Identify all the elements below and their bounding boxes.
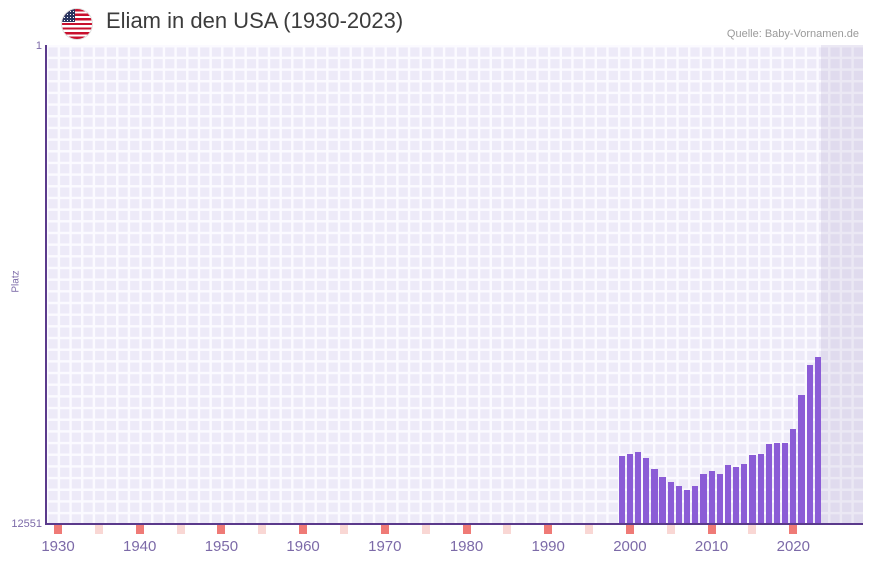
flag-canton — [62, 9, 75, 22]
x-tick-1930: 1930 — [41, 538, 75, 555]
bar-2017[interactable] — [765, 444, 772, 524]
x-tick-1990: 1990 — [531, 538, 565, 555]
bar-2000[interactable] — [626, 454, 634, 524]
y-tick-top: 1 — [35, 40, 42, 52]
x-tick-1970: 1970 — [368, 538, 402, 555]
axis-marker-1995 — [585, 525, 594, 534]
axis-marker-1965 — [339, 525, 348, 534]
axis-marker-1975 — [421, 525, 430, 534]
axis-marker-2010 — [707, 525, 716, 534]
bar-2019[interactable] — [782, 443, 789, 524]
x-tick-1950: 1950 — [204, 538, 239, 555]
axis-marker-1950 — [217, 525, 226, 534]
bar-2010[interactable] — [708, 471, 715, 524]
axis-marker-1955 — [258, 525, 267, 534]
x-tick-2000: 2000 — [613, 538, 647, 555]
bar-2008[interactable] — [692, 486, 699, 524]
axis-marker-2000 — [625, 525, 634, 534]
bar-2014[interactable] — [741, 464, 748, 524]
y-axis-label: Platz — [10, 270, 22, 293]
axis-marker-2005 — [666, 525, 675, 534]
y-axis-line — [45, 45, 47, 525]
bar-2022[interactable] — [806, 365, 813, 524]
axis-marker-1985 — [503, 525, 512, 534]
axis-marker-1945 — [176, 525, 185, 534]
y-tick-bottom: 12551 — [11, 518, 42, 530]
x-axis-line — [45, 523, 863, 525]
axis-marker-1930 — [54, 525, 62, 534]
bar-2011[interactable] — [716, 474, 723, 524]
bar-2015[interactable] — [749, 455, 756, 524]
x-tick-1980: 1980 — [449, 538, 484, 555]
bar-2013[interactable] — [733, 467, 740, 524]
bar-2002[interactable] — [643, 458, 650, 524]
axis-marker-1980 — [462, 525, 471, 534]
axis-marker-1960 — [299, 525, 308, 534]
bars-layer — [46, 45, 863, 524]
grid-cells — [46, 45, 863, 524]
axis-marker-1935 — [94, 525, 103, 534]
axis-marker-1970 — [380, 525, 389, 534]
chart-header: Eliam in den USA (1930-2023) Quelle: Bab… — [0, 0, 873, 45]
axis-marker-1990 — [544, 525, 553, 534]
bar-1999[interactable] — [618, 456, 625, 524]
axis-marker-2020 — [789, 525, 798, 534]
axis-marker-2015 — [748, 525, 757, 534]
bar-2003[interactable] — [651, 469, 658, 524]
plot-area — [46, 45, 863, 524]
bar-2009[interactable] — [700, 474, 707, 524]
grid-layer — [46, 45, 863, 524]
bar-2023[interactable] — [814, 357, 821, 524]
bar-2001[interactable] — [634, 452, 642, 524]
bar-2016[interactable] — [757, 454, 764, 524]
axis-marker-1940 — [135, 525, 144, 534]
bar-2018[interactable] — [773, 443, 781, 524]
x-tick-1960: 1960 — [286, 538, 320, 555]
bar-2004[interactable] — [659, 477, 666, 524]
bar-2020[interactable] — [790, 429, 797, 524]
x-tick-2010: 2010 — [694, 538, 729, 555]
page-title: Eliam in den USA (1930-2023) — [106, 8, 404, 33]
bar-2005[interactable] — [667, 482, 674, 524]
x-tick-2020: 2020 — [776, 538, 810, 555]
us-flag-icon — [62, 9, 92, 39]
bar-2021[interactable] — [798, 395, 805, 524]
bar-2012[interactable] — [724, 465, 732, 524]
bar-2007[interactable] — [683, 490, 691, 524]
bar-2006[interactable] — [675, 486, 683, 524]
x-tick-1940: 1940 — [123, 538, 157, 555]
source-note: Quelle: Baby-Vornamen.de — [726, 28, 859, 40]
